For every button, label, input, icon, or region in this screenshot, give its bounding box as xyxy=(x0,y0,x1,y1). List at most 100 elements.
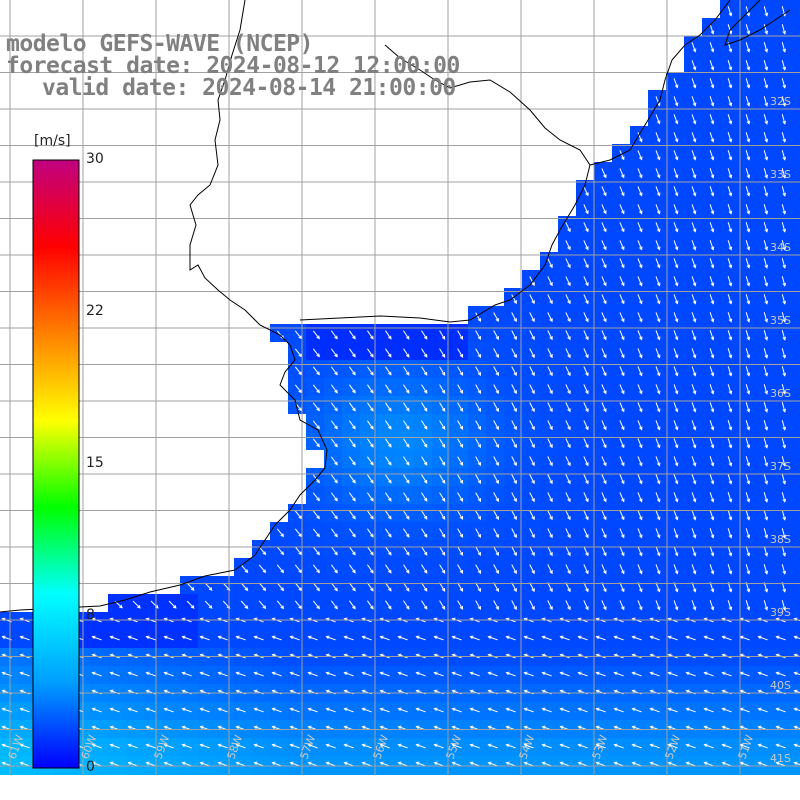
wind-arrow-head xyxy=(352,479,356,484)
wind-arrow xyxy=(691,132,696,142)
wind-arrow-head xyxy=(388,533,392,538)
wind-arrow xyxy=(673,366,678,376)
wind-arrow xyxy=(294,348,302,357)
wind-arrow xyxy=(421,582,428,592)
wind-arrow xyxy=(601,294,607,304)
wind-arrow xyxy=(601,438,607,448)
wind-arrow xyxy=(380,672,390,677)
wind-arrow xyxy=(727,402,732,412)
wind-arrow-head xyxy=(603,354,607,359)
wind-arrow-head xyxy=(397,761,402,766)
wind-arrow xyxy=(385,582,392,592)
wind-arrow xyxy=(745,240,750,250)
wind-arrow xyxy=(794,744,800,748)
wind-arrow xyxy=(709,258,714,268)
wind-arrow-head xyxy=(262,551,267,556)
wind-arrow-head xyxy=(531,354,535,359)
wind-arrow-head xyxy=(271,635,276,640)
wind-arrow xyxy=(403,438,410,448)
wind-arrow-head xyxy=(764,462,769,467)
ocean-cell xyxy=(792,486,800,504)
wind-arrow-head xyxy=(559,635,564,640)
wind-arrow-head xyxy=(469,761,474,766)
wind-arrow xyxy=(691,276,696,286)
wind-arrow-head xyxy=(244,587,249,592)
wind-arrow-head xyxy=(782,336,787,341)
wind-arrow-head xyxy=(280,551,285,556)
wind-arrow xyxy=(529,366,535,376)
wind-arrow xyxy=(745,456,750,466)
wind-arrow xyxy=(330,474,338,483)
wind-arrow-head xyxy=(531,408,535,413)
wind-arrow xyxy=(655,492,660,502)
wind-arrow-head xyxy=(352,407,356,412)
wind-arrow-head xyxy=(764,426,769,431)
wind-arrow xyxy=(475,492,481,502)
wind-arrow-head xyxy=(549,444,553,449)
wind-arrow-head xyxy=(595,635,600,640)
wind-arrow xyxy=(601,330,607,340)
wind-arrow xyxy=(619,600,625,610)
wind-arrow xyxy=(758,744,768,749)
wind-arrow xyxy=(475,420,481,430)
wind-arrow xyxy=(709,42,714,52)
wind-arrow-head xyxy=(692,390,697,395)
wind-arrow-head xyxy=(577,743,582,748)
wind-arrow-head xyxy=(361,671,366,676)
wind-arrow-head xyxy=(577,689,582,694)
wind-arrow-head xyxy=(721,635,726,640)
wind-arrow-head xyxy=(692,120,697,125)
wind-arrow-head xyxy=(638,390,643,395)
wind-arrow-head xyxy=(217,635,222,640)
wind-arrow-head xyxy=(710,606,715,611)
wind-arrow-head xyxy=(567,516,571,521)
wind-arrow xyxy=(619,420,625,430)
wind-arrow xyxy=(529,276,535,286)
wind-arrow-head xyxy=(728,48,733,53)
wind-arrow-head xyxy=(746,552,751,557)
wind-arrow xyxy=(601,546,607,556)
wind-arrow xyxy=(547,330,553,340)
wind-arrow-head xyxy=(656,426,661,431)
wind-arrow-head xyxy=(334,551,338,556)
wind-arrow xyxy=(727,366,732,376)
wind-arrow xyxy=(452,672,462,677)
wind-arrow-head xyxy=(145,707,150,712)
lat-label: 38S xyxy=(770,533,791,546)
wind-arrow xyxy=(294,582,302,591)
wind-arrow-head xyxy=(621,264,625,269)
wind-arrow-head xyxy=(567,408,571,413)
wind-arrow xyxy=(727,276,732,286)
wind-arrow xyxy=(727,132,732,142)
wind-arrow xyxy=(781,366,786,376)
wind-arrow-head xyxy=(423,407,428,412)
wind-arrow-head xyxy=(793,725,798,730)
wind-arrow-head xyxy=(1,707,6,712)
wind-arrow-head xyxy=(603,372,607,377)
wind-arrow-head xyxy=(477,426,481,430)
wind-arrow-head xyxy=(710,372,715,377)
wind-arrow xyxy=(403,456,410,466)
wind-arrow xyxy=(547,600,553,610)
wind-arrow xyxy=(421,510,428,520)
wind-arrow-head xyxy=(379,725,384,730)
wind-arrow xyxy=(763,240,768,250)
ocean-cell xyxy=(792,342,800,360)
wind-arrow xyxy=(727,510,732,520)
wind-arrow-head xyxy=(746,102,751,107)
wind-arrow-head xyxy=(692,588,697,593)
wind-arrow-head xyxy=(531,336,535,341)
wind-arrow-head xyxy=(459,390,464,394)
wind-arrow xyxy=(547,312,553,322)
wind-arrow xyxy=(637,600,643,610)
wind-arrow xyxy=(673,348,678,358)
wind-arrow-head xyxy=(523,635,528,640)
wind-arrow xyxy=(655,96,660,106)
wind-arrow-head xyxy=(585,426,589,431)
wind-arrow-head xyxy=(325,689,330,694)
wind-arrow xyxy=(709,168,714,178)
wind-arrow xyxy=(348,474,356,483)
wind-arrow xyxy=(511,510,517,520)
wind-arrow-head xyxy=(451,725,456,730)
wind-arrow xyxy=(637,330,643,340)
